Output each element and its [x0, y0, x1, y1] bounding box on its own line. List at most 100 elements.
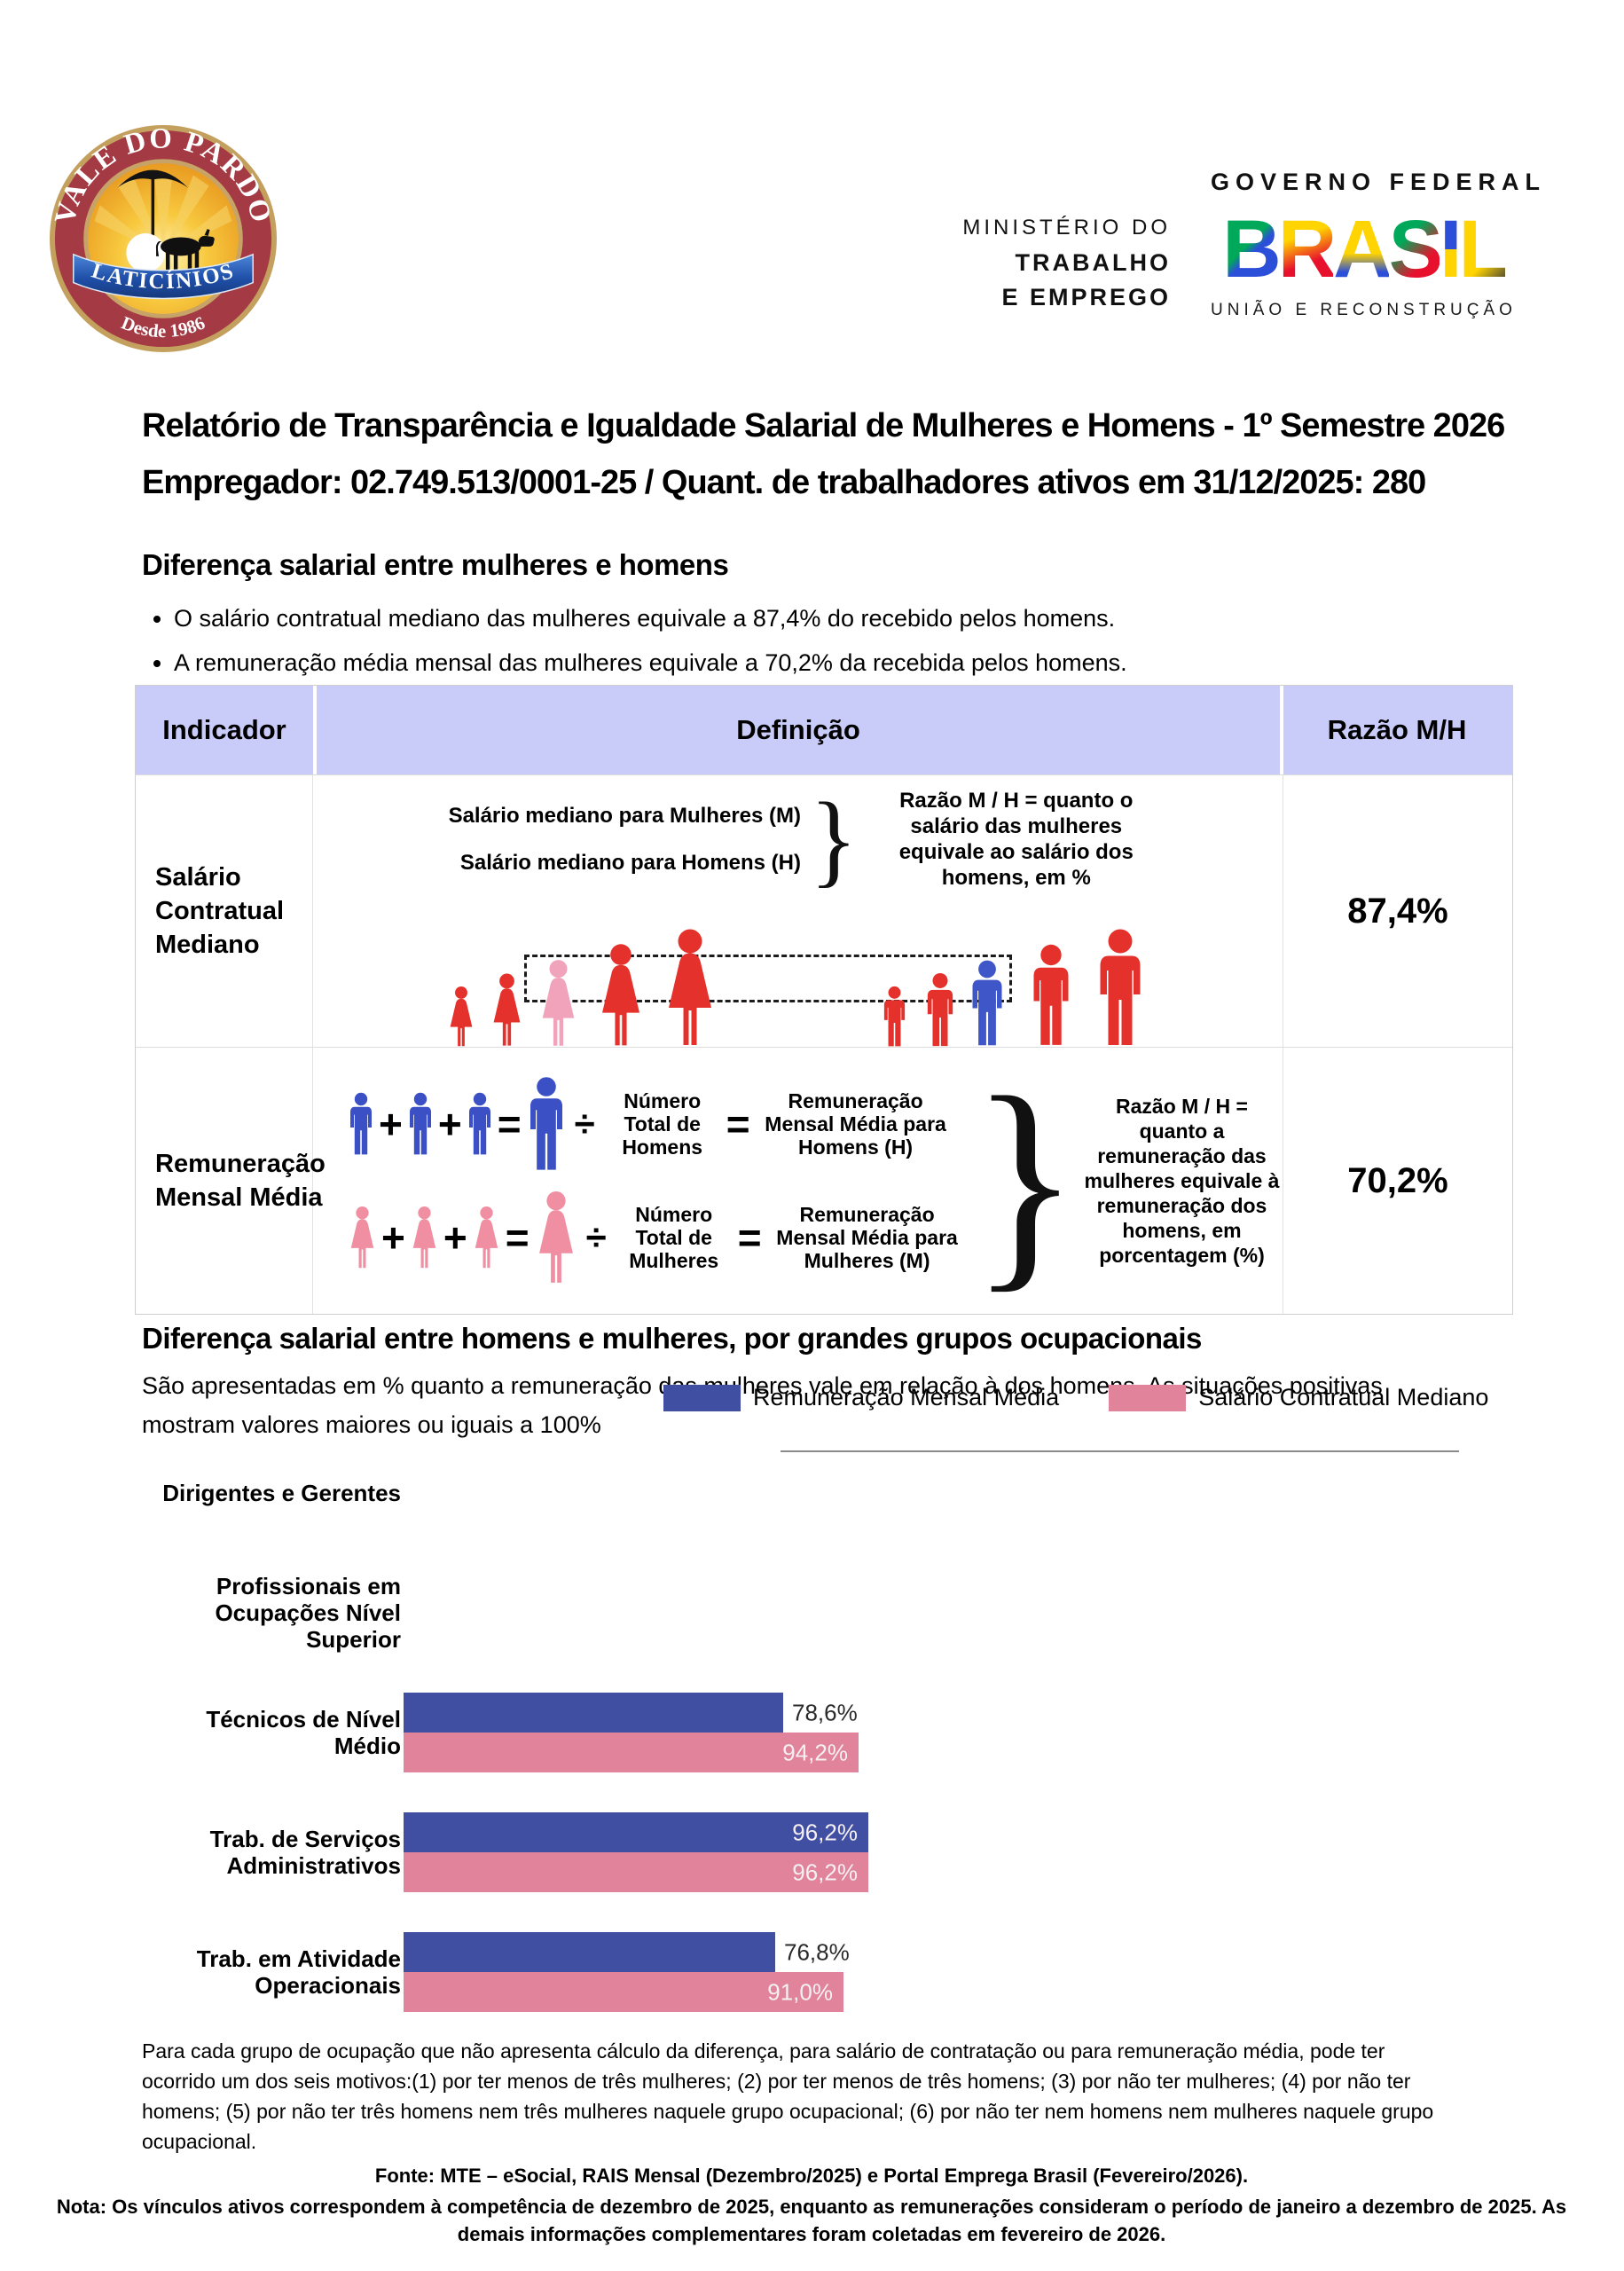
bar-remuneracao-mensal-media: 76,8%	[404, 1932, 850, 1972]
category-label: Dirigentes e Gerentes	[162, 1480, 401, 1506]
divide-operator: ÷	[574, 1103, 595, 1144]
brasil-letter: S	[1388, 204, 1443, 295]
ministry-line1: MINISTÉRIO DO	[962, 216, 1171, 240]
governo-federal-logo: GOVERNO FEDERAL BRASIL UNIÃO E RECONSTRU…	[1211, 169, 1547, 320]
sun-icon	[126, 233, 165, 272]
cow-icon	[155, 229, 215, 271]
header-razao: Razão M/H	[1327, 714, 1467, 745]
equals-operator: =	[726, 1101, 750, 1147]
plus-operator: +	[437, 1101, 462, 1147]
woman-icon	[471, 1206, 502, 1269]
bar-value-label: 91,0%	[767, 1978, 833, 2005]
header-indicador: Indicador	[162, 714, 286, 745]
vale-do-pardo-logo: VALE DO PARDO LATICÍNIOS Desde 1986	[49, 124, 278, 353]
section1-bullets: O salário contratual mediano das mulhere…	[149, 596, 1416, 685]
bullet-median-salary: O salário contratual mediano das mulhere…	[174, 596, 1416, 640]
man-icon	[1028, 943, 1074, 1048]
ministry-line2: TRABALHO	[1015, 249, 1171, 276]
plus-operator: +	[443, 1214, 467, 1261]
definition-cell: Salário mediano para Mulheres (M) Salári…	[313, 775, 1283, 1047]
indicator-label: Remuneração Mensal Média	[136, 1048, 326, 1314]
category-label: Trab. de Serviços Administrativos	[209, 1826, 401, 1879]
dashed-comparison-box	[524, 955, 1012, 1002]
brasil-letter: A	[1333, 204, 1392, 295]
section2-heading: Diferença salarial entre homens e mulher…	[142, 1322, 1202, 1355]
indicator-label: Salário Contratual Mediano	[136, 775, 313, 1047]
woman-icon-highlight	[537, 959, 580, 1048]
section1-heading: Diferença salarial entre mulheres e home…	[142, 548, 729, 581]
category-label: Técnicos de Nível Médio	[206, 1706, 401, 1759]
chart-axis-line	[781, 1450, 1459, 1452]
bar-value-label: 78,6%	[792, 1699, 858, 1725]
woman-icon	[446, 986, 476, 1048]
legend-label-salario: Salário Contratual Mediano	[1198, 1384, 1489, 1411]
table-row-salario-mediano: Salário Contratual Mediano Salário media…	[136, 774, 1512, 1047]
equals-operator: =	[737, 1214, 762, 1261]
bar-salario-contratual-mediano: 91,0%	[404, 1972, 843, 2012]
man-icon	[881, 986, 908, 1048]
plus-operator: +	[381, 1214, 405, 1261]
women-count-label: Número Total de Mulheres	[629, 1203, 719, 1272]
report-title-line1: Relatório de Transparência e Igualdade S…	[142, 407, 1505, 444]
araucaria-tree-icon	[117, 169, 188, 265]
men-average-formula: + + = ÷ Número Total de Homens = Remuner…	[347, 1076, 964, 1172]
chart-legend: Remuneração Mensal Média Salário Contrat…	[663, 1384, 1488, 1411]
women-average-label: Remuneração Mensal Média para Mulheres (…	[776, 1203, 958, 1272]
fonte-line: Fonte: MTE – eSocial, RAIS Mensal (Dezem…	[374, 2165, 1249, 2187]
man-icon-highlight	[968, 959, 1007, 1048]
governo-federal-label: GOVERNO FEDERAL	[1211, 169, 1547, 195]
report-title-line2: Empregador: 02.749.513/0001-25 / Quant. …	[142, 464, 1426, 501]
woman-icon	[489, 972, 525, 1048]
equals-operator: =	[497, 1101, 522, 1147]
man-icon	[1094, 928, 1147, 1048]
people-pictogram	[313, 891, 1283, 1053]
women-average-formula: + + = ÷ Número Total de Mulheres = Remun…	[347, 1190, 964, 1285]
plus-operator: +	[379, 1101, 403, 1147]
ratio-explanation: Razão M / H = quanto o salário das mulhe…	[898, 789, 1134, 890]
bar-value-label: 76,8%	[784, 1938, 850, 1965]
man-icon	[347, 1092, 375, 1156]
table-header-row: Indicador Definição Razão M/H	[136, 686, 1512, 774]
formula-block: + + = ÷ Número Total de Homens = Remuner…	[313, 1048, 1283, 1314]
category-label: Profissionais em Ocupações Nível Superio…	[215, 1573, 401, 1653]
header-definicao: Definição	[313, 686, 1283, 774]
definition-cell: + + = ÷ Número Total de Homens = Remuner…	[313, 1048, 1283, 1314]
median-men-label: Salário mediano para Homens (H)	[459, 851, 801, 875]
bar-remuneracao-mensal-media: 78,6%	[404, 1693, 858, 1733]
man-icon	[406, 1092, 435, 1156]
definition-text-block: Salário mediano para Mulheres (M) Salári…	[313, 775, 1283, 891]
woman-icon	[347, 1206, 378, 1269]
table-row-remuneracao-media: Remuneração Mensal Média + + = ÷	[136, 1047, 1512, 1314]
ratio-value: 70,2%	[1347, 1160, 1448, 1200]
indicator-table: Indicador Definição Razão M/H Salário Co…	[135, 685, 1513, 1315]
divide-operator: ÷	[585, 1216, 607, 1258]
median-women-label: Salário mediano para Mulheres (M)	[448, 804, 801, 828]
ministry-line3: E EMPREGO	[1001, 284, 1171, 310]
bar-chart: Dirigentes e Gerentes Profissionais em Oc…	[142, 1446, 1543, 2031]
logo-ribbon	[73, 253, 254, 300]
median-lines: Salário mediano para Mulheres (M) Salári…	[420, 804, 801, 875]
category-label: Trab. em Atividade Operacionais	[196, 1945, 401, 1999]
men-average-label: Remuneração Mensal Média para Homens (H)	[765, 1089, 946, 1159]
bar-remuneracao-mensal-media: 96,2%	[404, 1812, 868, 1852]
bar-value-label: 94,2%	[782, 1739, 848, 1765]
woman-icon-large	[533, 1190, 579, 1285]
men-count-label: Número Total de Homens	[622, 1089, 703, 1159]
report-title: Relatório de Transparência e Igualdade S…	[142, 397, 1543, 511]
bar-salario-contratual-mediano: 96,2%	[404, 1852, 868, 1892]
ministry-block: MINISTÉRIO DO TRABALHO E EMPREGO	[905, 216, 1171, 318]
legend-swatch-remuneracao	[663, 1384, 741, 1411]
man-icon-large	[525, 1076, 568, 1172]
woman-icon	[661, 928, 719, 1048]
bar-value-label: 96,2%	[792, 1858, 858, 1885]
man-icon	[466, 1092, 494, 1156]
ratio-value: 87,4%	[1347, 891, 1448, 931]
footnote-paragraph: Para cada grupo de ocupação que não apre…	[142, 2039, 1434, 2153]
man-icon	[923, 972, 957, 1048]
woman-icon	[595, 943, 647, 1048]
bullet-average-pay: A remuneração média mensal das mulheres …	[174, 640, 1416, 685]
uniao-reconstrucao-label: UNIÃO E RECONSTRUÇÃO	[1211, 301, 1517, 319]
brasil-letter: R	[1277, 204, 1337, 295]
nota-line: Nota: Os vínculos ativos correspondem à …	[56, 2196, 1567, 2245]
